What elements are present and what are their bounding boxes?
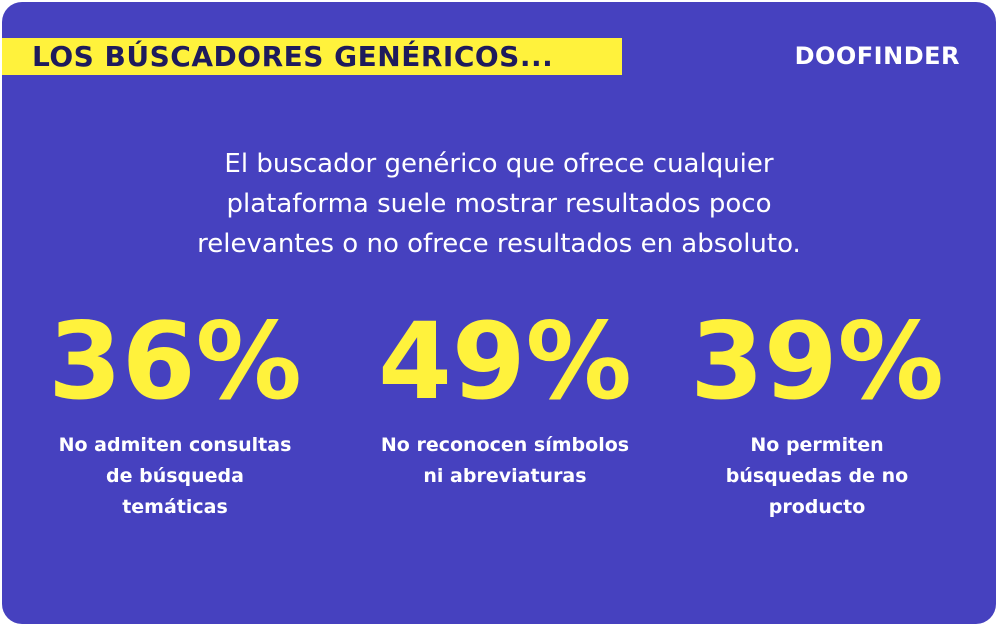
- logo: DOOFINDER: [794, 42, 960, 70]
- stat-label-line: producto: [768, 496, 866, 518]
- intro-line: El buscador genérico que ofrece cualquie…: [224, 149, 774, 179]
- stat: 49% No reconocen símbolos ni abreviaturas: [345, 302, 665, 492]
- stat-value: 39%: [690, 300, 944, 423]
- stat-label-line: de búsqueda: [106, 465, 244, 487]
- intro-line: plataforma suele mostrar resultados poco: [226, 189, 772, 219]
- intro: El buscador genérico que ofrece cualquie…: [2, 144, 996, 264]
- stat-label-line: No permiten: [750, 434, 884, 456]
- stat-label-line: búsquedas de no: [725, 465, 909, 487]
- stat: 36% No admiten consultas de búsqueda temáti…: [15, 302, 335, 523]
- stat-value: 36%: [48, 300, 302, 423]
- stat-label-line: No reconocen símbolos: [380, 434, 630, 456]
- intro-line: relevantes o no ofrece resultados en abs…: [197, 229, 801, 259]
- stat-value: 49%: [378, 300, 632, 423]
- stat-label: No admiten consultas de búsqueda temáticas: [15, 430, 335, 523]
- stat-label-line: No admiten consultas: [58, 434, 292, 456]
- stat-label-line: ni abreviaturas: [423, 465, 587, 487]
- stat: 39% No permiten búsquedas de no producto: [657, 302, 977, 523]
- stat-label-line: temáticas: [122, 496, 228, 518]
- stat-label: No permiten búsquedas de no producto: [657, 430, 977, 523]
- title-banner: LOS BÚSCADORES GENÉRICOS...: [2, 38, 622, 75]
- title: LOS BÚSCADORES GENÉRICOS...: [32, 40, 554, 73]
- stat-label: No reconocen símbolos ni abreviaturas: [345, 430, 665, 492]
